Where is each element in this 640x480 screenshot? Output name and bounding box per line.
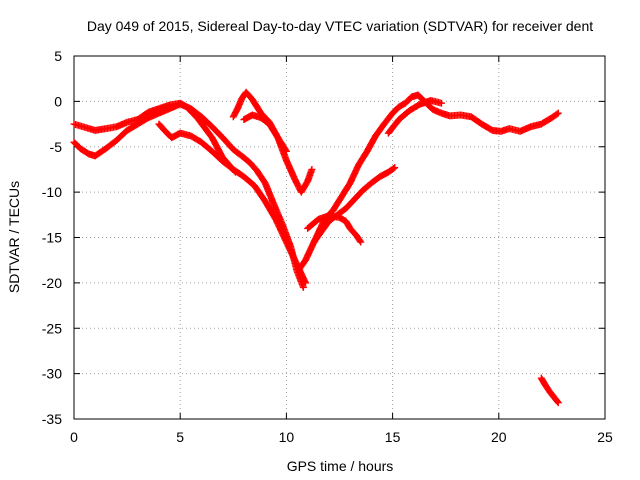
data-point bbox=[437, 99, 445, 107]
data-point bbox=[282, 147, 290, 155]
series-trace-h bbox=[304, 212, 365, 246]
x-tick-label: 0 bbox=[70, 429, 78, 445]
y-tick-label: -10 bbox=[42, 184, 62, 200]
data-point bbox=[356, 237, 364, 245]
x-tick-label: 20 bbox=[491, 429, 507, 445]
y-tick-label: -5 bbox=[50, 139, 63, 155]
series-trace-e bbox=[240, 111, 290, 155]
y-tick-label: -30 bbox=[42, 366, 62, 382]
series-trace-c bbox=[155, 120, 310, 287]
data-point bbox=[553, 110, 561, 118]
data-point bbox=[302, 279, 310, 287]
x-axis: 0 5 10 15 20 25 bbox=[70, 56, 613, 445]
data-point bbox=[282, 146, 290, 154]
x-tick-label: 5 bbox=[176, 429, 184, 445]
y-tick-label: -15 bbox=[42, 230, 62, 246]
y-axis: 5 0 -5 -10 -15 -20 -25 -30 -35 bbox=[42, 48, 605, 427]
y-tick-label: 5 bbox=[54, 48, 62, 64]
y-tick-label: 0 bbox=[54, 93, 62, 109]
data-point bbox=[299, 283, 307, 291]
series-trace-a bbox=[70, 99, 239, 176]
series-trace-d bbox=[229, 88, 316, 196]
series-trace-i bbox=[384, 96, 445, 137]
data-point bbox=[389, 165, 397, 173]
data-point bbox=[357, 238, 365, 246]
series-trace-b bbox=[70, 100, 307, 291]
x-tick-label: 10 bbox=[279, 429, 295, 445]
y-tick-label: -20 bbox=[42, 275, 62, 291]
x-tick-label: 25 bbox=[597, 429, 613, 445]
data-points bbox=[70, 88, 562, 407]
data-point bbox=[308, 165, 316, 173]
y-axis-label: SDTVAR / TECUs bbox=[6, 181, 22, 293]
x-tick-label: 15 bbox=[385, 429, 401, 445]
y-tick-label: -25 bbox=[42, 320, 62, 336]
y-tick-label: -35 bbox=[42, 411, 62, 427]
data-point bbox=[554, 399, 562, 407]
series-trace-g bbox=[310, 164, 399, 246]
data-point bbox=[554, 109, 562, 117]
series-trace-f bbox=[295, 91, 562, 273]
data-point bbox=[391, 164, 399, 172]
chart-title: Day 049 of 2015, Sidereal Day-to-day VTE… bbox=[87, 18, 593, 34]
series-trace-j bbox=[537, 374, 562, 407]
data-point bbox=[553, 398, 561, 406]
x-axis-label: GPS time / hours bbox=[287, 458, 394, 474]
